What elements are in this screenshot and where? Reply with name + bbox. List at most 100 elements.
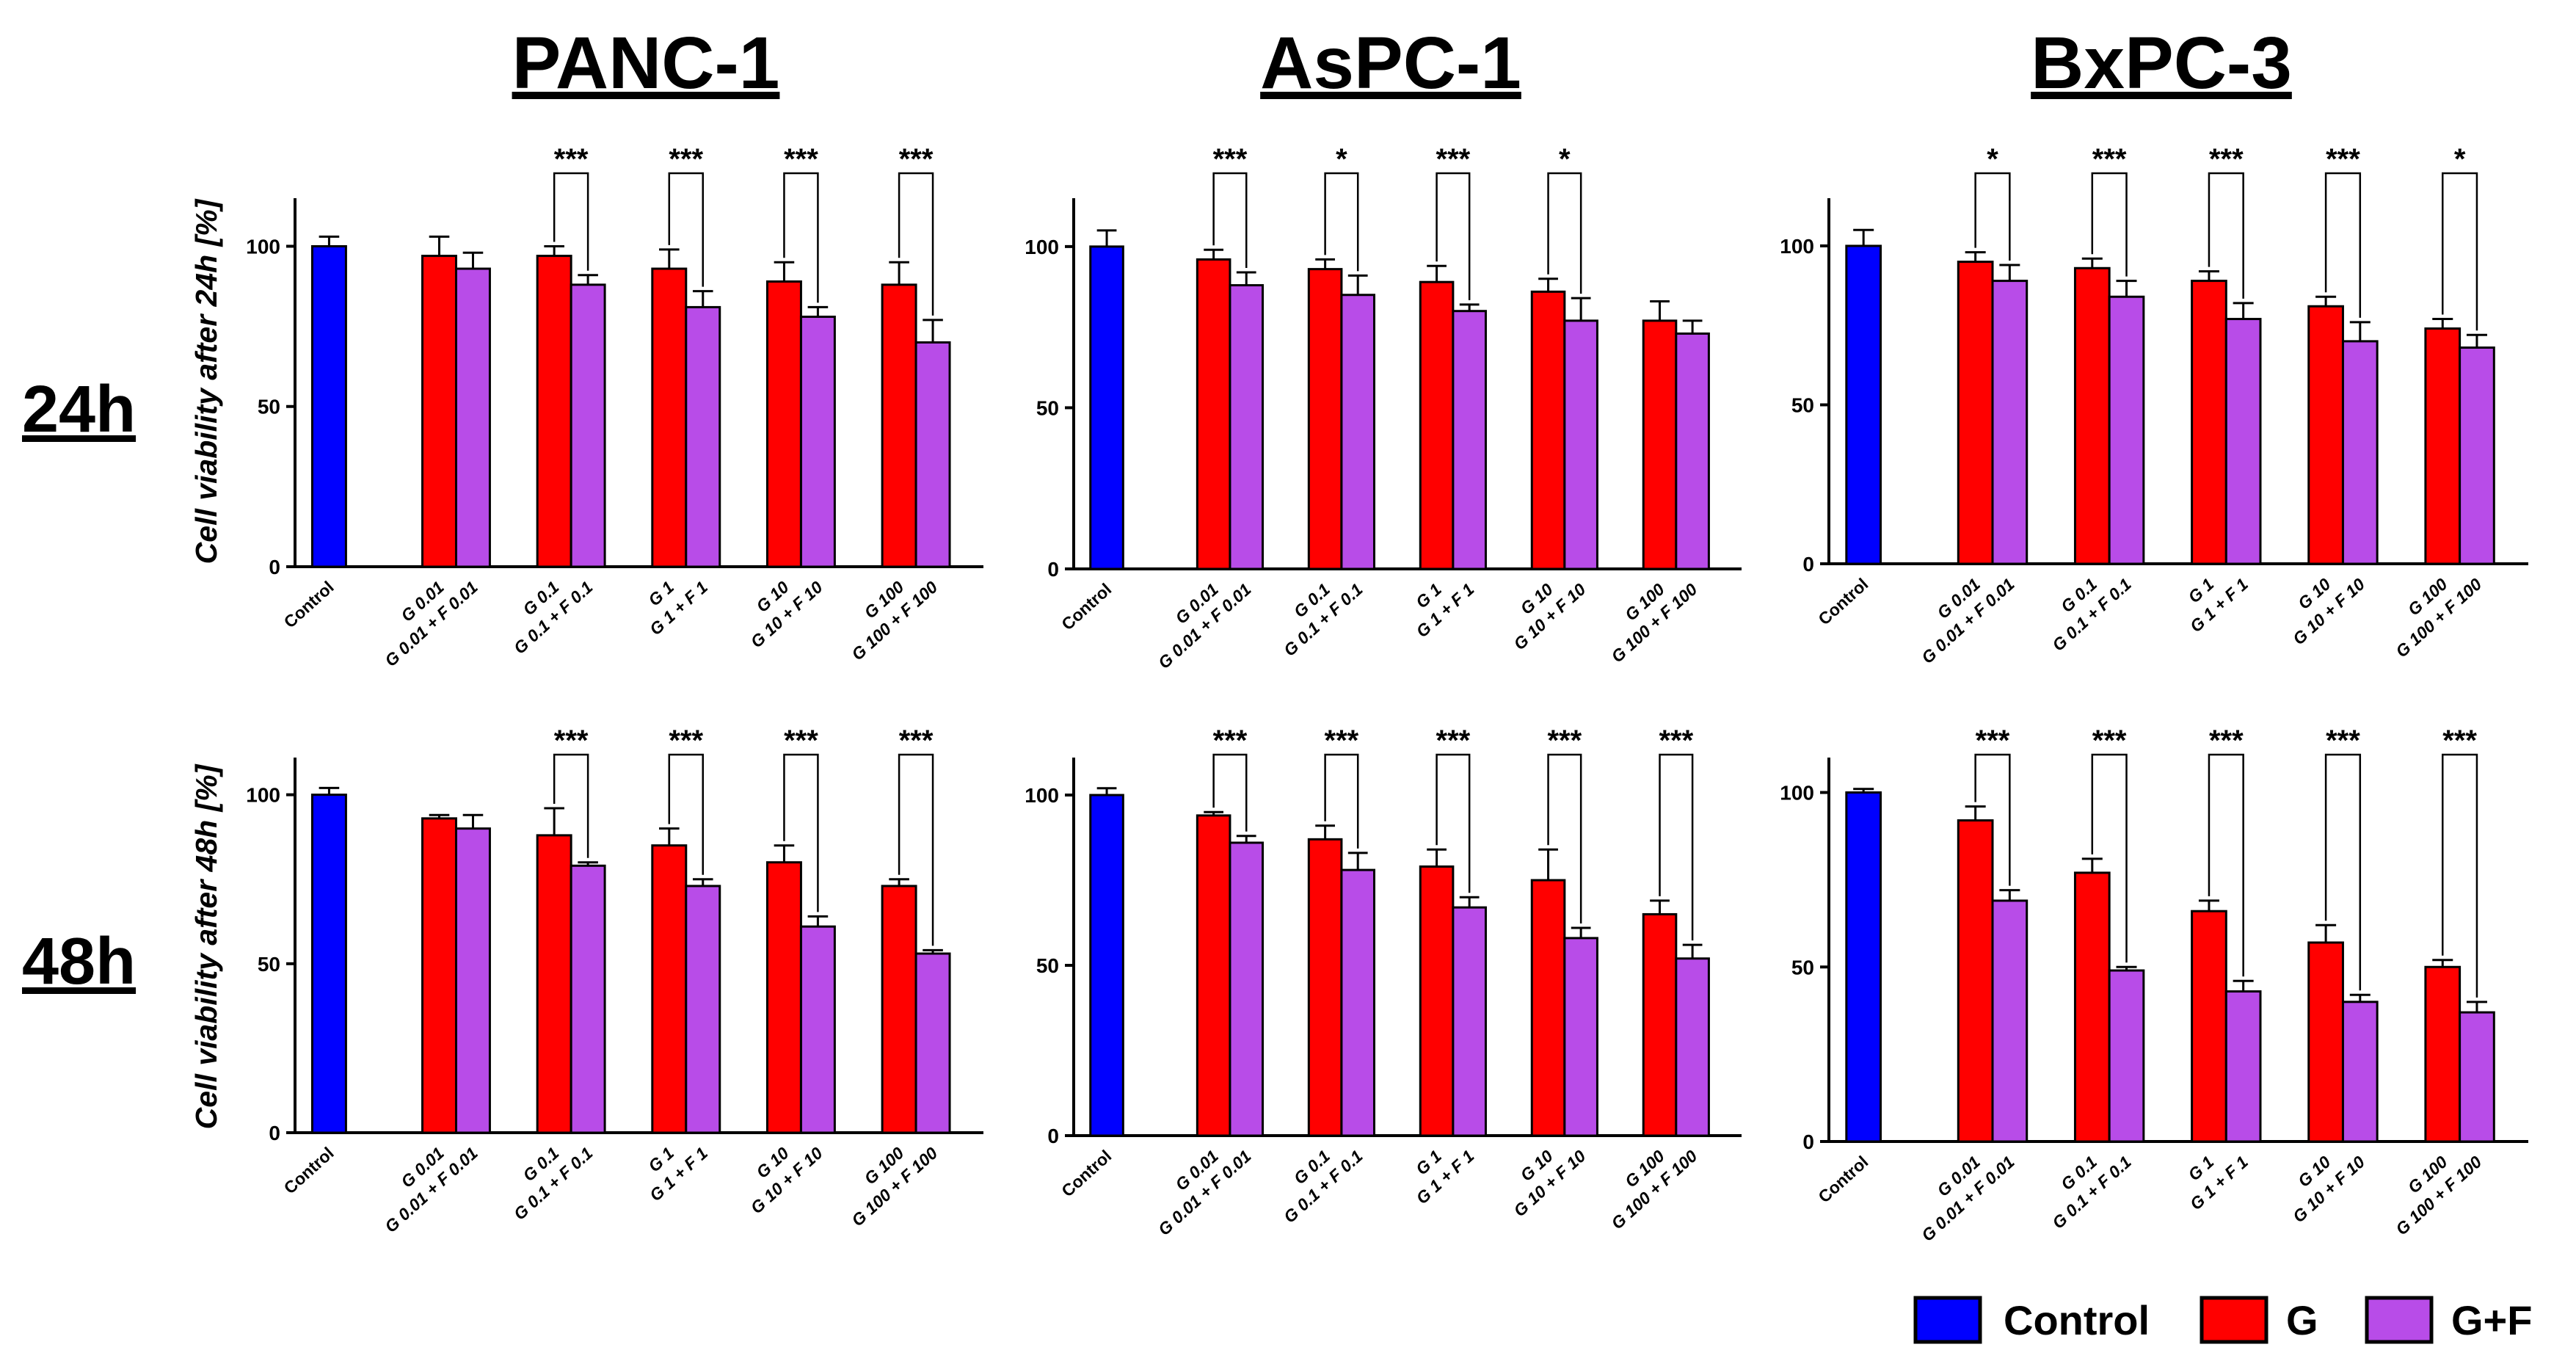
significance-bracket: [2091, 753, 2128, 963]
chart-title: BxPC-3: [2031, 22, 2292, 104]
significance-marker: ***: [784, 143, 818, 175]
significance-marker: ***: [1976, 725, 2010, 757]
y-tick-label: 0: [1802, 1130, 1814, 1153]
y-tick-label: 50: [1791, 393, 1814, 416]
significance-bracket: [2208, 753, 2244, 977]
significance-marker: ***: [899, 725, 934, 757]
significance-marker: *: [2454, 143, 2466, 175]
significance-bracket: [2208, 172, 2244, 299]
significance-bracket: [553, 172, 589, 271]
significance-bracket: [1547, 172, 1582, 294]
significance-marker: *: [1559, 143, 1571, 175]
y-tick-label: 0: [1047, 558, 1059, 581]
bar-g: [1196, 258, 1231, 570]
bar-control: [1845, 791, 1882, 1143]
bar-gf: [2459, 346, 2495, 565]
bar-gf: [1340, 868, 1376, 1137]
y-tick-label: 50: [1036, 954, 1059, 977]
significance-bracket: [2324, 753, 2362, 991]
significance-bracket: [1212, 753, 1248, 832]
bar-g: [2424, 327, 2462, 565]
bar-g: [2307, 305, 2344, 565]
y-axis-label: Cell viability after 48h [%]: [189, 763, 223, 1129]
bar-gf: [2108, 969, 2145, 1143]
significance-marker: ***: [1659, 725, 1693, 757]
bar-gf: [2341, 1001, 2379, 1143]
significance-marker: ***: [1325, 725, 1359, 757]
y-tick-label: 100: [1780, 235, 1814, 258]
chart-panel-4: Cell viability after 48h [%] 0 50 100 Contro…: [189, 725, 983, 1236]
significance-marker: *: [1987, 143, 1998, 175]
bar-g: [2191, 280, 2227, 565]
significance-marker: ***: [2442, 725, 2477, 757]
significance-bracket: [898, 753, 934, 946]
bar-g: [1530, 879, 1566, 1137]
significance-bracket: [553, 753, 589, 858]
significance-bracket: [1212, 172, 1248, 268]
y-tick-label: 50: [1036, 396, 1059, 419]
y-tick-label: 0: [269, 556, 280, 578]
bar-control: [310, 244, 347, 568]
legend-label-control: Control: [2004, 1297, 2150, 1343]
bar-gf: [570, 864, 606, 1134]
y-tick-label: 100: [1025, 236, 1059, 258]
bar-g: [1642, 319, 1678, 570]
bar-g: [651, 267, 688, 568]
legend-label-g: G: [2286, 1297, 2318, 1343]
significance-bracket: [1974, 172, 2011, 261]
bar-g: [1957, 261, 1994, 565]
bar-gf: [454, 827, 491, 1134]
significance-marker: ***: [2092, 143, 2127, 175]
bar-g: [2191, 910, 2227, 1143]
bar-g: [881, 283, 917, 568]
bar-gf: [1563, 937, 1598, 1137]
x-tick-label-control: Control: [1058, 579, 1115, 634]
significance-bracket: [2324, 172, 2362, 318]
significance-marker: ***: [2092, 725, 2127, 757]
significance-marker: ***: [899, 143, 934, 175]
bar-gf: [2341, 340, 2379, 565]
bar-gf: [2224, 990, 2262, 1143]
significance-marker: *: [1336, 143, 1347, 175]
bar-control: [1089, 794, 1124, 1137]
significance-bracket: [1324, 172, 1359, 272]
y-tick-label: 100: [1025, 784, 1059, 807]
bar-gf: [1675, 957, 1710, 1137]
chart-panel-1: PANC-1 Cell viability after 24h [%] 0 50 100…: [189, 22, 983, 670]
significance-marker: ***: [1213, 725, 1248, 757]
bar-g: [1642, 912, 1678, 1137]
bar-gf: [685, 305, 721, 568]
significance-marker: ***: [2209, 143, 2244, 175]
row-label-24h: 24h: [22, 373, 136, 446]
chart-title: PANC-1: [512, 22, 780, 104]
y-tick-label: 50: [258, 396, 280, 418]
bar-g: [765, 861, 802, 1134]
legend-swatch-control: [1913, 1296, 1982, 1344]
y-tick-label: 50: [1791, 956, 1814, 979]
bar-control: [1845, 244, 1882, 565]
bar-gf: [1340, 294, 1376, 570]
y-tick-label: 0: [1802, 553, 1814, 576]
bar-gf: [454, 267, 491, 568]
bar-gf: [685, 885, 721, 1134]
bar-control: [1089, 245, 1124, 570]
significance-bracket: [1436, 753, 1471, 893]
bar-g: [1530, 290, 1566, 570]
significance-marker: ***: [2209, 725, 2244, 757]
significance-marker: ***: [554, 143, 589, 175]
y-axis-label: Cell viability after 24h [%]: [189, 198, 223, 564]
y-tick-label: 100: [1780, 782, 1814, 805]
bar-g: [881, 885, 917, 1134]
bar-g: [1196, 814, 1231, 1137]
significance-marker: ***: [1436, 143, 1471, 175]
significance-bracket: [2091, 172, 2128, 277]
bar-gf: [1675, 332, 1710, 570]
legend-swatch-g: [2200, 1296, 2268, 1344]
legend-label-gf: G+F: [2451, 1297, 2532, 1343]
x-tick-label-control: Control: [280, 577, 338, 631]
bar-g: [2073, 871, 2111, 1143]
